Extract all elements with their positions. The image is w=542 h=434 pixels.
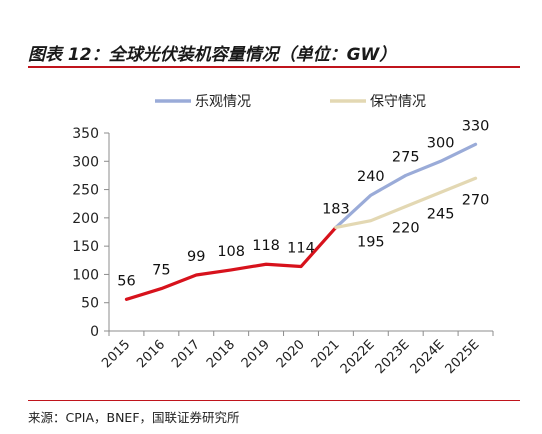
data-label-historical: 75 bbox=[152, 263, 170, 279]
title-divider bbox=[28, 66, 520, 68]
y-tick-label: 250 bbox=[72, 183, 99, 199]
data-label-conservative: 270 bbox=[462, 192, 490, 208]
legend-label-conservative: 保守情况 bbox=[370, 94, 426, 110]
legend-label-optimistic: 乐观情况 bbox=[195, 94, 251, 110]
legend: 乐观情况 保守情况 bbox=[155, 94, 426, 110]
data-label-optimistic: 330 bbox=[462, 118, 490, 134]
x-tick-label: 2015 bbox=[99, 337, 133, 371]
data-label-conservative: 220 bbox=[392, 221, 420, 237]
y-tick-label: 50 bbox=[81, 296, 99, 312]
data-label-historical: 99 bbox=[187, 249, 205, 265]
data-label-conservative: 195 bbox=[357, 235, 385, 251]
x-tick-label: 2018 bbox=[204, 337, 238, 371]
y-tick-label: 300 bbox=[72, 154, 99, 170]
data-label-historical: 114 bbox=[287, 241, 315, 257]
x-tick-label: 2019 bbox=[239, 337, 273, 371]
source-note: 来源：CPIA，BNEF，国联证券研究所 bbox=[28, 410, 240, 425]
source-divider bbox=[28, 400, 520, 401]
x-tick-label: 2016 bbox=[134, 337, 168, 371]
series-line-historical bbox=[124, 225, 338, 301]
series-lines bbox=[124, 142, 478, 301]
y-tick-label: 100 bbox=[72, 267, 99, 283]
y-tick-label: 200 bbox=[72, 211, 99, 227]
data-label-optimistic: 240 bbox=[357, 169, 385, 185]
data-labels: 56 75 99 108 118 114 183 240 275 300 330 195 220 245 2… bbox=[117, 118, 489, 289]
data-label-historical: 118 bbox=[252, 238, 280, 254]
y-tick-label: 350 bbox=[72, 126, 99, 142]
x-tick-label: 2022E bbox=[338, 337, 378, 377]
x-tick-label: 2024E bbox=[408, 337, 448, 377]
x-tick-label: 2023E bbox=[373, 337, 413, 377]
data-label-optimistic: 275 bbox=[392, 149, 420, 165]
x-tick-label: 2025E bbox=[443, 337, 483, 377]
data-label-historical: 108 bbox=[217, 244, 245, 260]
y-tick-label: 150 bbox=[72, 239, 99, 255]
data-label-optimistic: 300 bbox=[427, 135, 455, 151]
axes: 0 50 100 150 200 250 300 350 2015 2016 2017 2018 201… bbox=[72, 126, 494, 377]
y-tick-label: 0 bbox=[90, 324, 99, 340]
data-label-conservative: 245 bbox=[427, 206, 455, 222]
chart-title: 图表 12：全球光伏装机容量情况（单位：GW） bbox=[28, 45, 397, 65]
x-tick-label: 2020 bbox=[274, 337, 308, 371]
series-line-optimistic bbox=[334, 142, 478, 230]
series-line-conservative bbox=[334, 176, 478, 230]
x-tick-label: 2017 bbox=[169, 337, 203, 371]
data-label-historical: 183 bbox=[322, 201, 350, 217]
data-label-historical: 56 bbox=[117, 273, 135, 289]
